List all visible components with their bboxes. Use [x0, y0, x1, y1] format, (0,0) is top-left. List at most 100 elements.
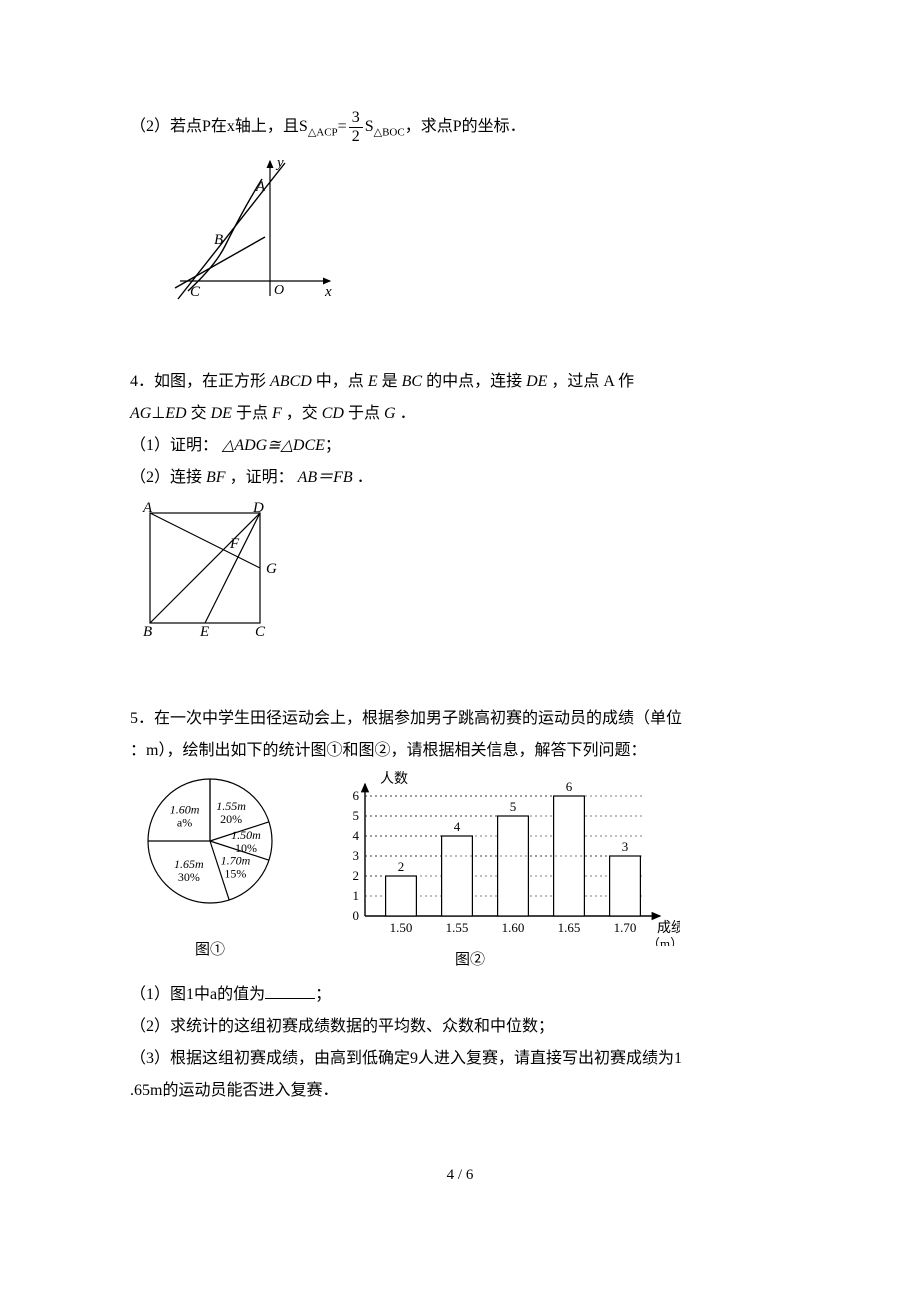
- svg-text:4: 4: [454, 819, 461, 834]
- q5-bar-svg: 人数012345621.5041.5551.6061.6531.70成绩（m）: [320, 771, 680, 946]
- q4-l2d: 交: [191, 405, 207, 422]
- q4-l2l: ．: [400, 405, 416, 422]
- q3-x-label: x: [324, 284, 332, 300]
- page: （2）若点P在x轴上，且S△ACP=32S△BOC，求点P的坐标． y x O …: [0, 0, 920, 1224]
- q5-p1a: （1）图1中a的值为: [130, 986, 265, 1003]
- svg-text:1.50m: 1.50m: [231, 828, 261, 842]
- q4-l2b: ⊥: [151, 405, 165, 422]
- q4-line2: AG⊥ED 交 DE 于点 F ，交 CD 于点 G ．: [130, 398, 790, 430]
- q4-l1d: E: [368, 373, 378, 390]
- svg-text:0: 0: [353, 908, 360, 923]
- q4-p1c: ；: [325, 437, 341, 454]
- svg-text:1.65m: 1.65m: [174, 857, 204, 871]
- q4-p2e: ．: [357, 469, 373, 486]
- q5-p1b: ；: [315, 986, 331, 1003]
- q3-frac-num: 3: [349, 110, 363, 128]
- q3-graph: y x O A B C: [170, 151, 790, 311]
- q4-l2g: F: [272, 405, 282, 422]
- q4-l1a: 4．如图，在正方形: [130, 373, 266, 390]
- q4-p2c: ，证明：: [230, 469, 294, 486]
- svg-text:1.50: 1.50: [390, 920, 413, 935]
- q3-frac: 32: [349, 110, 363, 145]
- svg-text:1.70: 1.70: [614, 920, 637, 935]
- svg-text:1.70m: 1.70m: [221, 853, 251, 867]
- q5-l2: ：m），绘制出如下的统计图①和图②，请根据相关信息，解答下列问题：: [130, 735, 790, 767]
- svg-text:6: 6: [353, 788, 360, 803]
- q4-p1a: （1）证明：: [130, 437, 218, 454]
- q4-figure: A D B C E F G: [130, 498, 790, 648]
- q3-A: A: [255, 179, 266, 195]
- q3-C: C: [190, 284, 201, 300]
- svg-text:15%: 15%: [224, 866, 246, 880]
- svg-text:1.65: 1.65: [558, 920, 581, 935]
- q3-part2: （2）若点P在x轴上，且S△ACP=32S△BOC，求点P的坐标．: [130, 110, 790, 145]
- q4-l1f: BC: [402, 373, 422, 390]
- q4-l2k: G: [384, 405, 396, 422]
- q4-B: B: [143, 624, 152, 640]
- svg-text:1.60m: 1.60m: [170, 803, 200, 817]
- q4-l1g: 的中点，连接: [426, 373, 522, 390]
- q5-p2: （2）求统计的这组初赛成绩数据的平均数、众数和中位数；: [130, 1011, 790, 1043]
- q5-pie-svg: 1.55m20%1.50m10%1.70m15%1.65m30%1.60ma%: [130, 771, 290, 936]
- q4-l2j: 于点: [348, 405, 380, 422]
- q5-l1: 5．在一次中学生田径运动会上，根据参加男子跳高初赛的运动员的成绩（单位: [130, 703, 790, 735]
- q5-figs: 1.55m20%1.50m10%1.70m15%1.65m30%1.60ma% …: [130, 771, 790, 969]
- svg-text:5: 5: [510, 799, 517, 814]
- q4-E: E: [199, 624, 209, 640]
- q4-l2h: ，交: [286, 405, 318, 422]
- q4-p2a: （2）连接: [130, 469, 202, 486]
- svg-text:1.55m: 1.55m: [216, 799, 246, 813]
- q5-p1: （1）图1中a的值为 ；: [130, 979, 790, 1011]
- q4-l1c: 中，点: [316, 373, 364, 390]
- svg-text:4: 4: [353, 828, 360, 843]
- q4-A: A: [142, 500, 153, 516]
- q4-p1: （1）证明： △ADG≅△DCE；: [130, 430, 790, 462]
- q3-sub2: △BOC: [374, 126, 405, 138]
- q4-l2a: AG: [130, 405, 151, 422]
- svg-text:6: 6: [566, 779, 573, 794]
- q4-p1b: △ADG≅△DCE: [222, 437, 325, 454]
- q4-svg: A D B C E F G: [130, 498, 290, 648]
- svg-text:2: 2: [398, 859, 405, 874]
- q4-C: C: [255, 624, 266, 640]
- svg-text:人数: 人数: [380, 771, 408, 787]
- q4-l2i: CD: [322, 405, 344, 422]
- q4-line1: 4．如图，在正方形 ABCD 中，点 E 是 BC 的中点，连接 DE ，过点 …: [130, 366, 790, 398]
- q5-blank: [265, 982, 315, 999]
- q4-l2f: 于点: [236, 405, 268, 422]
- q4-p2b: BF: [206, 469, 226, 486]
- q4-p2d: AB＝FB: [298, 469, 353, 486]
- q4-l1e: 是: [382, 373, 398, 390]
- svg-text:1.55: 1.55: [446, 920, 469, 935]
- svg-text:（m）: （m）: [647, 936, 680, 946]
- q4-p2: （2）连接 BF ，证明： AB＝FB ．: [130, 462, 790, 494]
- q3-graph-svg: y x O A B C: [170, 151, 340, 311]
- svg-text:3: 3: [353, 848, 360, 863]
- svg-text:1: 1: [353, 888, 360, 903]
- q3-frac-den: 2: [349, 128, 363, 145]
- svg-text:2: 2: [353, 868, 360, 883]
- q5-p3b: .65m的运动员能否进入复赛．: [130, 1075, 790, 1107]
- q4-l2c: ED: [165, 405, 186, 422]
- q5-bar: 人数012345621.5041.5551.6061.6531.70成绩（m） …: [320, 771, 680, 969]
- q4-F: F: [229, 536, 240, 552]
- q3-B: B: [214, 232, 223, 248]
- q3-tail: ，求点P的坐标．: [405, 118, 526, 135]
- q3-sub1: △ACP: [308, 126, 338, 138]
- q3-O: O: [274, 283, 284, 298]
- q3-y-label: y: [275, 155, 284, 171]
- q4-l2e: DE: [211, 405, 232, 422]
- q5-pie: 1.55m20%1.50m10%1.70m15%1.65m30%1.60ma% …: [130, 771, 290, 959]
- q3-eq: =: [338, 118, 347, 135]
- svg-text:3: 3: [622, 839, 629, 854]
- svg-text:a%: a%: [177, 816, 192, 830]
- q4-G: G: [266, 561, 277, 577]
- page-number: 4 / 6: [130, 1167, 790, 1184]
- q5-p3a: （3）根据这组初赛成绩，由高到低确定9人进入复赛，请直接写出初赛成绩为1: [130, 1043, 790, 1075]
- q3-p2-prefix: （2）若点P在x轴上，且S: [130, 118, 308, 135]
- q5-pie-caption: 图①: [130, 938, 290, 959]
- svg-text:20%: 20%: [220, 812, 242, 826]
- q4-l1i: ，过点 A 作: [551, 373, 634, 390]
- svg-text:5: 5: [353, 808, 360, 823]
- q3-after-frac: S: [365, 118, 374, 135]
